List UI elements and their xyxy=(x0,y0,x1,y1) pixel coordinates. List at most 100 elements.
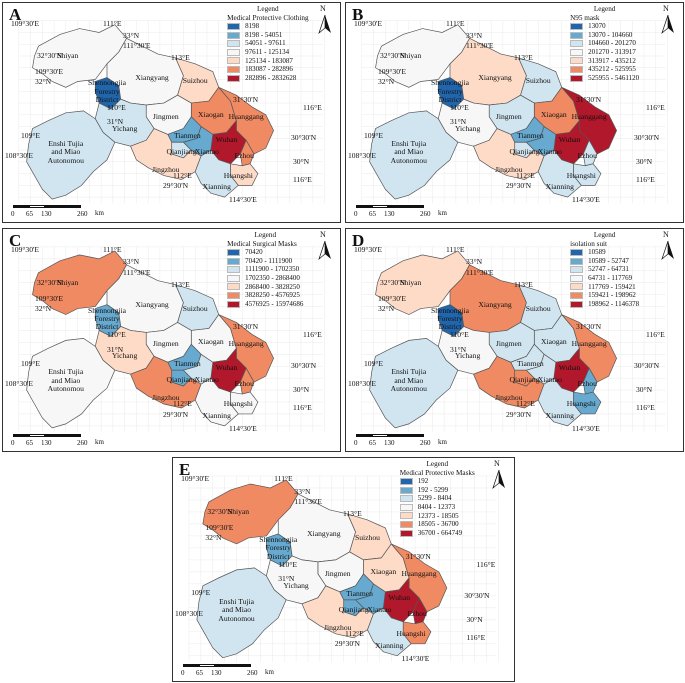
legend-title: Legend xyxy=(257,5,279,13)
legend-item: 70420 xyxy=(227,248,303,257)
region-huanggang xyxy=(561,314,617,383)
coordinate-label: 30°N xyxy=(293,385,310,395)
legend-item-label: 1702350 - 2868400 xyxy=(245,273,300,282)
coordinate-label: 116°E xyxy=(293,175,312,184)
place-label-line: Forestry xyxy=(94,313,120,323)
legend-item-label: 54051 - 97611 xyxy=(245,39,286,48)
place-label-suizhou: Suizhou xyxy=(355,532,380,542)
coordinate-label: 111°30'E xyxy=(123,41,151,50)
coordinate-label: 32°N xyxy=(35,77,52,86)
region-jingzhou xyxy=(301,585,374,639)
legend-subtitle: Medical Protective Clothing xyxy=(227,13,309,22)
legend-item-label: 4576925 - 15974686 xyxy=(245,299,304,308)
legend-item-label: 70420 xyxy=(245,248,263,257)
place-label-qianjiang: Qianjiang xyxy=(338,604,369,614)
scale-tick-label: 130 xyxy=(384,210,395,218)
scale-segment xyxy=(372,205,388,208)
province-map xyxy=(361,20,668,204)
coordinate-label: 116°E xyxy=(646,330,665,340)
place-label-line: District xyxy=(266,551,290,561)
coordinate-label: 110°E xyxy=(107,103,126,112)
legend-swatch xyxy=(570,65,584,73)
legend-item: 201270 - 313917 xyxy=(570,48,639,57)
place-label-yichang: Yichang xyxy=(111,351,138,361)
legend-swatch xyxy=(570,74,584,82)
north-arrow-shape xyxy=(661,240,674,261)
north-arrow-shape xyxy=(492,469,505,490)
place-label-xiaogan: Xiaogan xyxy=(541,109,567,119)
coordinate-label: 109°30'E xyxy=(35,67,64,76)
coordinate-label: 114°30'E xyxy=(572,423,600,433)
place-label-jingmen: Jingmen xyxy=(152,339,179,349)
place-label-huanggang: Huanggang xyxy=(228,111,264,121)
place-label-line: Autonomou xyxy=(218,613,255,623)
scale-tick-label: 65 xyxy=(196,669,203,677)
legend-item-label: 12373 - 18505 xyxy=(417,511,459,520)
region-enshi xyxy=(369,338,459,429)
legend-swatch xyxy=(399,477,413,485)
legend-swatch xyxy=(227,31,241,39)
legend-item: 10589 - 52747 xyxy=(570,257,639,266)
place-label-line: District xyxy=(438,95,462,105)
legend-swatch xyxy=(570,283,584,291)
coordinate-label: 31°N xyxy=(450,344,467,354)
place-label-huangshi: Huangshi xyxy=(223,399,253,408)
region-jingzhou xyxy=(130,355,202,409)
scale-tick-label: 260 xyxy=(420,210,431,218)
legend-item: 13070 xyxy=(570,22,639,31)
coordinate-label: 111°30'E xyxy=(123,267,151,277)
place-label-line: Enshi Tujia xyxy=(391,367,427,377)
region-xianning xyxy=(537,377,582,427)
coordinate-label: 29°30'N xyxy=(163,181,189,190)
region-shiyan xyxy=(375,250,471,315)
legend-item-label: 8198 xyxy=(245,22,260,31)
scale-tick-label: km xyxy=(95,438,104,446)
region-shiyan xyxy=(375,24,471,88)
place-label-shiyan: Shiyan xyxy=(57,277,79,287)
legend-swatch xyxy=(227,48,241,56)
legend-item: 52747 - 64731 xyxy=(570,265,639,274)
place-label-huanggang: Huanggang xyxy=(228,339,264,349)
north-arrow-half xyxy=(318,240,326,261)
legend-item: 70420 - 1111900 xyxy=(227,257,303,266)
legend-swatch xyxy=(227,248,241,256)
map-panel-c: C Shiyan Shennongjia Forestry District Xiangy… xyxy=(2,228,341,452)
north-arrow-shape xyxy=(318,240,331,261)
coordinate-label: 33°N xyxy=(123,31,140,40)
coordinate-label: 29°30'N xyxy=(334,639,360,649)
legend-item-label: 525955 - 5461120 xyxy=(588,73,640,82)
legend: Legend N95 mask 13070 13070 - 104660 104660 … xyxy=(570,5,639,82)
coordinate-label: 32°N xyxy=(205,533,222,543)
place-label-wuhan: Wuhan xyxy=(388,592,411,602)
coordinate-label: 109°E xyxy=(21,131,41,140)
coordinate-label: 112°E xyxy=(516,399,535,409)
place-label-xiantao: Xiantao xyxy=(194,375,219,385)
legend-item-label: 64731 - 117769 xyxy=(588,273,633,282)
legend-item-label: 198962 - 1146378 xyxy=(588,299,640,308)
legend-item: 125134 - 183087 xyxy=(227,57,308,66)
north-arrow-icon: N xyxy=(657,230,679,261)
place-label-ezhou: Ezhou xyxy=(577,379,597,389)
scale-segment xyxy=(13,205,29,208)
coordinate-label: 30°N xyxy=(293,157,310,166)
legend-item-label: 104660 - 201270 xyxy=(588,39,636,48)
place-label-huangshi: Huangshi xyxy=(396,628,426,638)
coordinate-label: 32°30'N xyxy=(37,277,63,287)
place-label-suizhou: Suizhou xyxy=(525,76,551,86)
region-enshi xyxy=(26,338,116,429)
region-huanggang xyxy=(218,314,274,383)
legend-item-label: 2868400 - 3828250 xyxy=(245,282,300,291)
legend-item: 104660 - 201270 xyxy=(570,39,639,48)
place-label-suizhou: Suizhou xyxy=(182,303,208,313)
place-label-line: Enshi Tujia xyxy=(48,367,84,377)
place-label-huangshi: Huangshi xyxy=(566,399,596,408)
coordinate-label: 113°E xyxy=(342,508,362,518)
place-label-jingmen: Jingmen xyxy=(495,339,522,349)
scale-tick-label: 260 xyxy=(420,439,431,447)
scale-tick-label: 260 xyxy=(77,210,88,218)
legend-item: 117769 - 159421 xyxy=(570,283,639,292)
coordinate-label: 109°30'E xyxy=(11,245,40,255)
place-label-shennongjia: Shennongjia Forestry District xyxy=(85,78,129,104)
region-jingzhou xyxy=(473,128,545,180)
legend-item: 5299 - 8404 xyxy=(399,494,475,503)
